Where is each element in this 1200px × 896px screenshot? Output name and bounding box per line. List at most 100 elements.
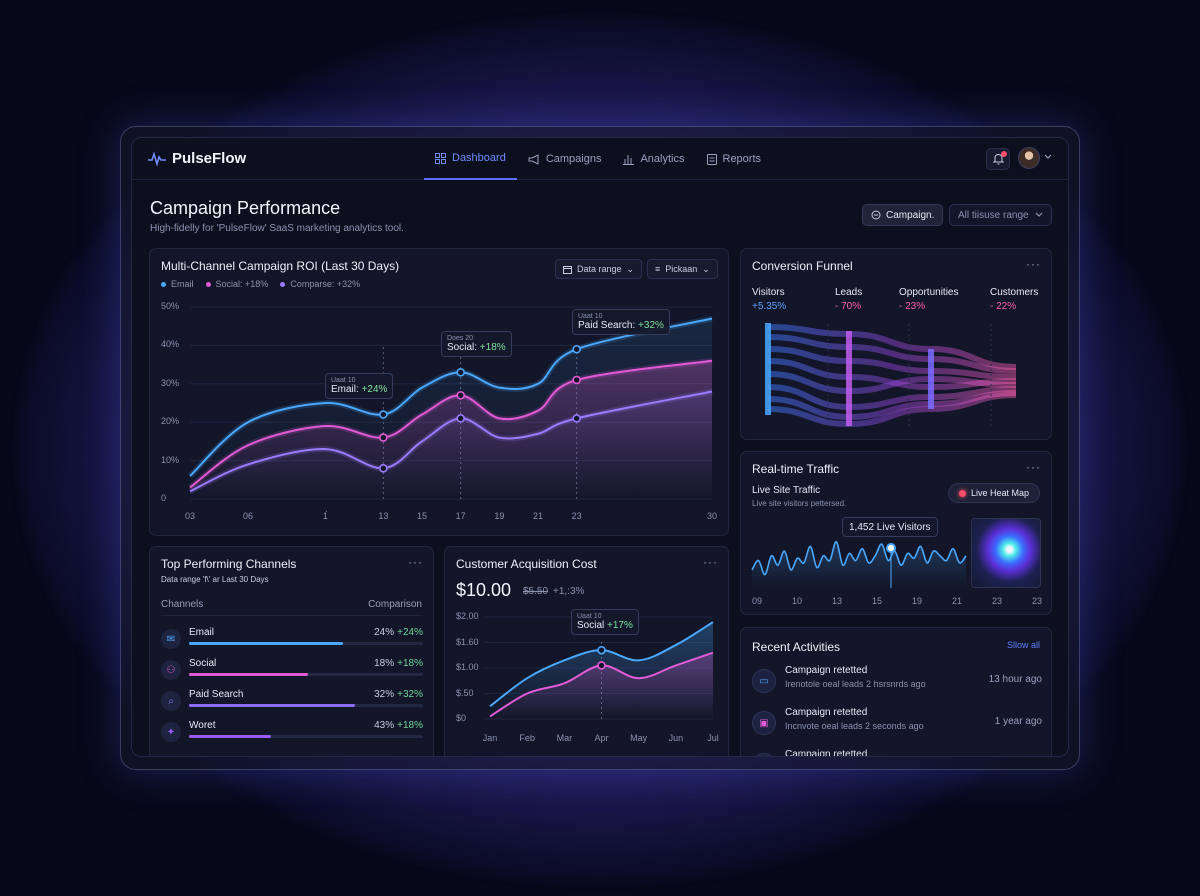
x-tick-label: 13 <box>378 511 389 521</box>
funnel-flow <box>767 390 1017 421</box>
data-point[interactable] <box>572 344 581 354</box>
cac-card: Customer Acquisition Cost ··· $10.00 $5.… <box>444 546 729 756</box>
channel-row[interactable]: ⚇ Social 18% +18% <box>161 658 423 684</box>
data-point[interactable] <box>379 433 388 442</box>
more-options-icon[interactable]: ··· <box>1026 257 1041 271</box>
top-bar: PulseFlow Dashboard Campaigns Analytics <box>132 138 1068 180</box>
channel-value: 18% +18% <box>374 658 423 669</box>
live-visitors-label: 1,452 Live Visitors <box>842 517 938 537</box>
channel-value: 32% +32% <box>374 689 423 700</box>
funnel-stage-value: - 70% <box>835 301 862 312</box>
x-tick-label: 23 <box>991 596 1003 606</box>
nav-campaigns[interactable]: Campaigns <box>517 138 613 180</box>
chat-icon: ▭ <box>752 669 776 693</box>
x-tick-label: Feb <box>519 733 535 743</box>
data-point[interactable] <box>456 414 465 423</box>
channel-name: Woret <box>189 720 216 731</box>
avatar[interactable] <box>1018 147 1040 169</box>
legend-dot <box>205 282 211 288</box>
data-point[interactable] <box>379 410 388 419</box>
channel-bar-track <box>189 642 423 645</box>
roi-card: Multi-Channel Campaign ROI (Last 30 Days… <box>149 248 729 536</box>
notifications-button[interactable] <box>986 148 1010 170</box>
app-logo[interactable]: PulseFlow <box>148 150 246 167</box>
channel-row[interactable]: ⌕ Paid Search 32% +32% <box>161 689 423 715</box>
funnel-stage-bar <box>928 349 934 409</box>
notification-dot <box>1001 151 1007 157</box>
megaphone-icon <box>528 153 540 165</box>
bell-icon <box>992 153 1004 165</box>
more-options-icon[interactable]: ··· <box>1026 460 1041 474</box>
activity-title: Campaign retetted <box>785 749 868 757</box>
chevron-down-icon[interactable] <box>1044 154 1052 160</box>
activity-item[interactable]: ◌ Campaign retetted <box>752 749 1042 757</box>
tooltip-date: Uaat 10 <box>577 613 602 620</box>
main-nav: Dashboard Campaigns Analytics Reports <box>424 138 772 180</box>
channel-value: 24% +24% <box>374 627 423 638</box>
data-point[interactable] <box>456 367 465 377</box>
channel-row[interactable]: ✉ Email 24% +24% <box>161 627 423 653</box>
more-options-icon[interactable]: ··· <box>703 555 718 569</box>
channel-row[interactable]: ✦ Woret 43% +18% <box>161 720 423 746</box>
activity-icon: ◌ <box>752 753 776 756</box>
heatmap-thumbnail[interactable] <box>971 518 1041 588</box>
nav-reports[interactable]: Reports <box>696 138 773 180</box>
activity-title: Campaign retetted <box>785 707 868 718</box>
series-line <box>189 390 713 493</box>
heatmap-button[interactable]: Live Heat Map <box>948 483 1041 503</box>
heatmap-button-label: Live Heat Map <box>971 488 1030 498</box>
data-point[interactable] <box>597 645 606 655</box>
bar-chart-icon <box>623 154 635 165</box>
data-point[interactable] <box>572 414 581 423</box>
channel-percent: 24% <box>374 627 395 638</box>
nav-analytics[interactable]: Analytics <box>612 138 695 180</box>
time-range-select[interactable]: All tiisuse range <box>949 204 1052 226</box>
grid-icon <box>435 152 446 164</box>
campaign-button[interactable]: Campaign. <box>862 204 944 226</box>
funnel-flow <box>767 324 1017 370</box>
show-all-link[interactable]: Sllow all <box>1006 640 1040 650</box>
x-tick-label: 17 <box>455 511 466 521</box>
nav-dashboard[interactable]: Dashboard <box>424 138 517 180</box>
realtime-traffic-card: Real-time Traffic ··· Live Site Traffic … <box>740 451 1052 615</box>
funnel-flow <box>767 384 1017 411</box>
legend-item: Email <box>161 279 194 289</box>
x-tick-label: 30 <box>706 511 718 521</box>
more-options-icon[interactable]: ··· <box>408 555 423 569</box>
data-point[interactable] <box>597 661 606 670</box>
tooltip-date: Uaat 10 <box>331 377 356 384</box>
cac-value: $10.00 <box>456 580 512 600</box>
date-range-select[interactable]: Data range ⌄ <box>555 259 643 279</box>
data-point[interactable] <box>572 375 581 385</box>
x-tick-label: 23 <box>1031 596 1043 606</box>
x-tick-label: Jun <box>668 733 684 743</box>
live-marker-point[interactable] <box>886 543 896 553</box>
legend-label: Email <box>171 279 194 289</box>
picker-label: Pickaan <box>665 264 698 274</box>
tooltip-date: Does 20 <box>447 335 474 342</box>
activity-item[interactable]: ▣ Campaign retetted Incnvote oeal leads 2 … <box>752 707 1042 743</box>
roi-chart <box>187 306 713 500</box>
x-tick-label: 09 <box>751 596 763 606</box>
top-channels-card: Top Performing Channels ··· Data range '… <box>149 546 434 756</box>
y-tick-label: 20% <box>161 416 180 427</box>
funnel-stage-value: - 23% <box>899 301 926 312</box>
channels-divider <box>161 615 423 616</box>
data-point[interactable] <box>379 463 388 473</box>
series-area <box>190 391 712 499</box>
channel-delta: +18% <box>397 658 423 669</box>
activity-time: 1 year ago <box>994 716 1042 727</box>
x-tick-label: 21 <box>532 511 544 521</box>
y-tick-label: 0 <box>161 493 167 503</box>
data-point[interactable] <box>456 391 465 400</box>
activity-item[interactable]: ▭ Campaign retetted Irenotole oeal leads 2… <box>752 665 1042 701</box>
tooltip-delta: +32% <box>638 320 664 331</box>
channel-delta: +24% <box>397 627 423 638</box>
roi-legend: Email Social: +18% Comparse: +32% <box>161 279 360 289</box>
y-tick-label: $2.00 <box>456 611 479 621</box>
nav-reports-label: Reports <box>722 153 762 165</box>
x-tick-label: 1̀ <box>322 511 328 521</box>
picker-select[interactable]: ≡ Pickaan ⌄ <box>647 259 718 279</box>
date-range-label: Data range <box>577 264 622 274</box>
funnel-flow <box>767 392 1017 428</box>
